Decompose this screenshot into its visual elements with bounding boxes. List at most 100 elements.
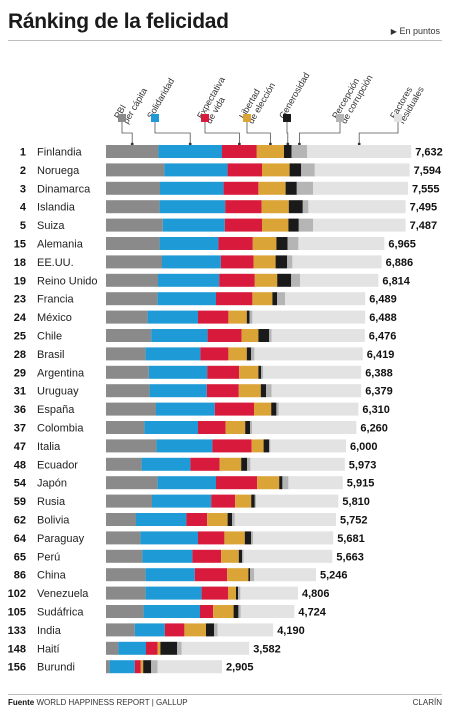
bar-segment-libertad-de-eleccion (225, 421, 246, 434)
bar-segment-expectativa-de-vida (198, 421, 226, 434)
bar-segment-percepcion-de-corrupcion (247, 457, 251, 471)
bar-segment-expectativa-de-vida (216, 476, 258, 490)
total-value-label: 4,806 (302, 588, 330, 600)
bar-segment-expectativa-de-vida (212, 439, 252, 453)
bar-segment-solidaridad (145, 586, 202, 600)
bar-segment-libertad-de-eleccion (253, 255, 276, 269)
total-value-label: 6,476 (369, 331, 397, 343)
bar-segment-pbi-per-capita (106, 200, 160, 214)
bar-segment-factores-residuales (263, 365, 362, 379)
rank-label: 3 (20, 183, 26, 195)
country-label: Sudáfrica (37, 607, 84, 619)
bar-segment-solidaridad (162, 218, 225, 232)
bar-segment-factores-residuales (234, 513, 336, 526)
bar-segment-expectativa-de-vida (164, 623, 185, 637)
bar-segment-percepcion-de-corrupcion (232, 513, 235, 526)
bar-segment-factores-residuales (252, 421, 357, 434)
bar-segment-solidaridad (141, 457, 191, 471)
bar-segment-solidaridad (145, 568, 195, 582)
bar-segment-factores-residuales (250, 457, 345, 471)
bar-segment-libertad-de-eleccion (228, 586, 236, 600)
bar-segment-generosidad (245, 421, 250, 434)
bar-segment-factores-residuales (254, 568, 316, 582)
bar-segment-generosidad (248, 568, 250, 582)
rank-label: 62 (14, 515, 26, 527)
rank-label: 1 (20, 147, 26, 159)
bar-segment-percepcion-de-corrupcion (287, 237, 299, 250)
bar-segment-generosidad (160, 641, 178, 655)
bar-segment-expectativa-de-vida (216, 292, 253, 306)
bar-segment-libertad-de-eleccion (256, 145, 284, 158)
legend-connector-dot-pbi-per-capita (130, 142, 134, 146)
rank-label: 64 (14, 533, 27, 545)
bar-segment-expectativa-de-vida (186, 513, 208, 526)
bar-segment-percepcion-de-corrupcion (250, 421, 252, 434)
bar-segment-percepcion-de-corrupcion (254, 494, 256, 508)
total-value-label: 7,594 (414, 165, 442, 177)
total-value-label: 5,246 (320, 570, 348, 582)
bar-segment-factores-residuales (217, 623, 274, 637)
rank-label: 25 (14, 331, 26, 343)
bar-segment-percepcion-de-corrupcion (277, 292, 286, 306)
legend-label-generosidad: Generosidad (277, 71, 311, 121)
bar-segment-libertad-de-eleccion (227, 568, 249, 582)
country-label: EE.UU. (37, 257, 74, 269)
bar-segment-pbi-per-capita (106, 439, 157, 453)
bar-segment-percepcion-de-corrupcion (269, 439, 271, 453)
bar-segment-pbi-per-capita (106, 513, 136, 526)
bar-segment-pbi-per-capita (106, 365, 149, 379)
bar-segment-pbi-per-capita (106, 218, 163, 232)
footer: Fuente WORLD HAPPINESS REPORT | GALLUP C… (8, 698, 442, 707)
bar-segment-factores-residuales (240, 605, 295, 618)
bar-segment-solidaridad (152, 494, 212, 508)
bar-segment-solidaridad (148, 365, 208, 379)
bar-segment-solidaridad (118, 641, 146, 655)
bar-segment-expectativa-de-vida (225, 200, 262, 214)
bar-segment-pbi-per-capita (106, 549, 143, 563)
total-value-label: 3,582 (253, 643, 281, 655)
bar-segment-generosidad (236, 586, 238, 600)
bar-segment-pbi-per-capita (106, 273, 158, 287)
bar-segment-expectativa-de-vida (227, 163, 262, 177)
bar-segment-pbi-per-capita (106, 384, 150, 398)
bar-segment-factores-residuales (314, 163, 410, 177)
bar-segment-solidaridad (158, 273, 220, 287)
bar-segment-generosidad (276, 237, 288, 250)
country-label: Alemania (37, 239, 84, 251)
rank-label: 15 (14, 239, 26, 251)
country-label: Francia (37, 294, 75, 306)
bar-segment-pbi-per-capita (106, 641, 119, 655)
bar-segment-libertad-de-eleccion (252, 292, 273, 306)
legend-swatch-generosidad (283, 114, 291, 122)
legend-swatch-pbi-per-capita (118, 114, 126, 122)
source-label: Fuente (8, 698, 35, 707)
total-value-label: 5,915 (347, 478, 375, 490)
bar-segment-solidaridad (140, 531, 198, 545)
bar-segment-solidaridad (142, 549, 193, 563)
bar-segment-solidaridad (162, 255, 221, 269)
bar-segment-solidaridad (151, 329, 208, 342)
header-divider (8, 40, 442, 41)
bar-segment-generosidad (241, 457, 248, 471)
legend-swatch-solidaridad (151, 114, 159, 122)
bar-segment-percepcion-de-corrupcion (151, 660, 158, 674)
bar-segment-percepcion-de-corrupcion (214, 623, 218, 637)
bar-segment-factores-residuales (288, 476, 343, 490)
bar-segment-percepcion-de-corrupcion (177, 641, 182, 655)
bar-segment-generosidad (271, 402, 277, 416)
bar-segment-factores-residuales (243, 549, 333, 563)
bar-segment-factores-residuales (300, 273, 379, 287)
bar-segment-generosidad (227, 513, 232, 526)
bar-segment-expectativa-de-vida (198, 531, 225, 545)
footer-divider (8, 694, 442, 695)
bar-segment-solidaridad (149, 384, 207, 398)
bar-segment-generosidad (258, 365, 262, 379)
country-label: Islandia (37, 202, 76, 214)
bar-segment-factores-residuales (252, 310, 366, 324)
total-value-label: 7,632 (415, 147, 443, 159)
country-label: Haití (37, 643, 60, 655)
bar-segment-pbi-per-capita (106, 568, 146, 582)
bar-segment-expectativa-de-vida (207, 365, 240, 379)
bar-segment-libertad-de-eleccion (257, 476, 280, 490)
bar-segment-libertad-de-eleccion (239, 365, 259, 379)
